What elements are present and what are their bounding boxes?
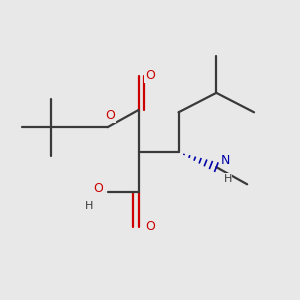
Text: O: O [105,109,115,122]
Text: H: H [85,201,94,211]
Text: N: N [221,154,230,167]
Text: H: H [224,174,232,184]
Text: O: O [94,182,103,195]
Text: O: O [145,220,155,233]
Text: O: O [145,69,155,82]
